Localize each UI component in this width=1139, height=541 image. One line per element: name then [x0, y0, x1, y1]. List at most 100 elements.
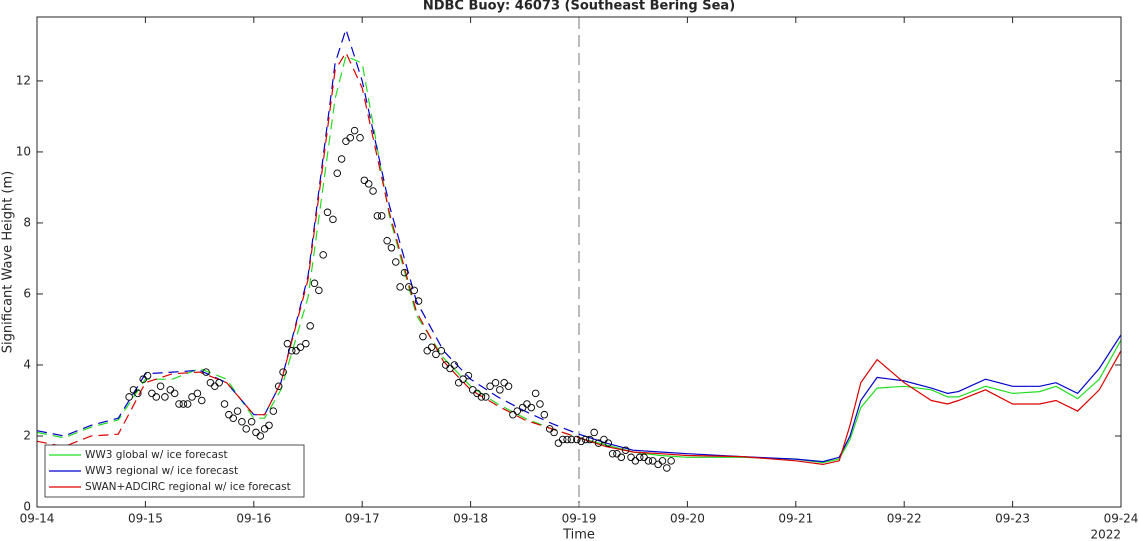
plot-frame [36, 16, 1122, 508]
legend: WW3 global w/ ice forecast WW3 regional w… [44, 444, 305, 498]
observation-point [296, 343, 305, 351]
y-tick-label: 6 [23, 286, 31, 300]
observation-point [242, 425, 250, 433]
observation-point [396, 283, 404, 291]
y-tick-label: 10 [16, 144, 31, 158]
observation-point [377, 212, 386, 220]
observation-point [504, 382, 513, 391]
observation-point [432, 350, 440, 359]
x-tick-label: 09-15 [128, 512, 163, 526]
observation-point [648, 457, 657, 465]
observation-point [486, 382, 494, 391]
observation-point [161, 393, 169, 401]
observation-point [405, 283, 413, 291]
observation-point [410, 286, 418, 295]
observation-point [400, 268, 409, 277]
observation-point [392, 258, 400, 266]
observation-point [464, 371, 473, 380]
observation-point [269, 407, 278, 415]
x-tick-label: 09-19 [562, 512, 597, 526]
observation-point [663, 464, 671, 472]
observation-point [536, 400, 544, 408]
observation-point [279, 368, 287, 376]
observation-point [179, 400, 188, 408]
observation-point [215, 378, 223, 387]
observation-point [125, 393, 133, 401]
observation-point [513, 407, 521, 415]
observation-point [577, 437, 585, 446]
observation-point [604, 439, 613, 447]
observation-point [337, 155, 346, 163]
observation-point [608, 449, 617, 458]
observation-point [233, 407, 242, 415]
observation-point [450, 361, 459, 369]
observation-point [573, 435, 581, 444]
series-line [578, 350, 1122, 466]
observation-point [437, 347, 446, 355]
observation-point [319, 251, 327, 259]
legend-box [44, 444, 305, 498]
y-tick-label: 12 [16, 73, 31, 87]
series-line [578, 339, 1122, 464]
observation-point [152, 393, 160, 401]
y-tick-label: 4 [23, 357, 31, 371]
observation-point [369, 187, 377, 195]
x-tick-label: 09-20 [670, 512, 705, 526]
observation-point [283, 339, 292, 348]
observation-point [387, 244, 396, 252]
observation-point [550, 428, 558, 437]
observation-point [658, 457, 667, 465]
legend-label: SWAN+ADCIRC regional w/ ice forecast [85, 481, 291, 493]
observation-point [527, 403, 536, 412]
y-tick-label: 0 [23, 500, 31, 514]
x-tick-label: 09-21 [778, 512, 813, 526]
observation-point [644, 457, 653, 465]
observation-point [364, 180, 373, 188]
observation-point [315, 286, 323, 295]
x-tick-label: 09-23 [995, 512, 1030, 526]
observation-point [310, 279, 319, 288]
x-tick-label: 09-17 [345, 512, 380, 526]
observation-point [143, 371, 152, 380]
observation-point [373, 212, 382, 220]
observation-point [581, 435, 590, 444]
observation-point [590, 428, 598, 437]
observation-point [156, 382, 165, 391]
observation-point [383, 236, 391, 245]
observation-point [323, 208, 332, 217]
observation-point [567, 435, 576, 444]
observation-point [188, 393, 196, 401]
observation-point [265, 421, 273, 430]
observation-point [302, 339, 310, 348]
observation-point [356, 133, 364, 142]
observation-point [491, 378, 500, 387]
observation-point [170, 389, 179, 398]
observation-point [496, 386, 504, 394]
legend-label: WW3 regional w/ ice forecast [85, 465, 238, 477]
observation-point [540, 410, 549, 419]
x-tick-label: 09-14 [20, 512, 55, 526]
chart-title: NDBC Buoy: 46073 (Southeast Bering Sea) [423, 0, 735, 14]
y-tick-label: 2 [23, 428, 31, 442]
observation-point [477, 393, 486, 401]
observation-point [414, 297, 423, 305]
year-label: 2022 [1090, 528, 1121, 541]
observation-point [531, 389, 540, 398]
legend-label: WW3 global w/ ice forecast [85, 449, 228, 461]
observation-point [350, 126, 359, 135]
x-tick-label: 09-18 [453, 512, 488, 526]
observation-point [621, 446, 630, 454]
observation-point [274, 382, 283, 391]
observation-point [256, 432, 265, 440]
observation-point [635, 453, 644, 462]
x-axis-label: Time [562, 528, 595, 541]
series-line [578, 334, 1122, 463]
observation-point [667, 457, 675, 465]
observation-point [558, 435, 567, 444]
observation-point [563, 435, 571, 444]
x-tick-label: 09-22 [887, 512, 922, 526]
x-tick-label: 09-16 [236, 512, 271, 526]
observation-point [594, 439, 603, 447]
